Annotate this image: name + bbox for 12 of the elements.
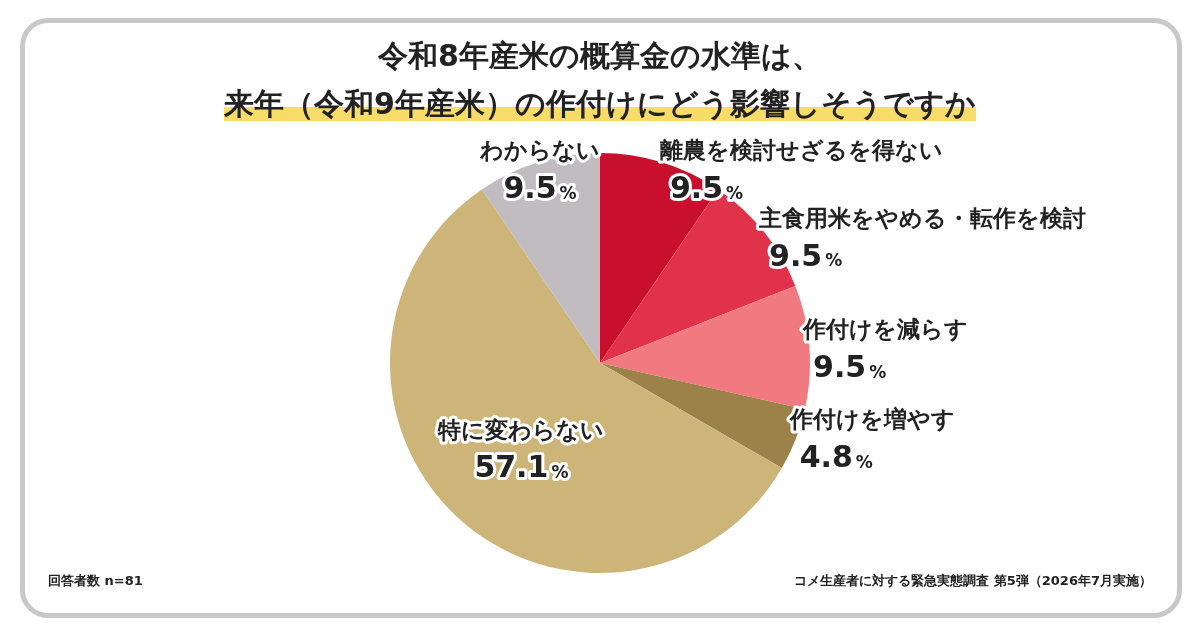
- text: 回答者数 n=81: [48, 572, 143, 590]
- data-label: 9.5%: [503, 170, 577, 206]
- data-label: 57.1%: [474, 449, 569, 485]
- slice-label: 特に変わらない: [437, 416, 605, 443]
- slice-label: わからない: [479, 137, 601, 164]
- chart-title: 令和8年産米の概算金の水準は、: [377, 37, 823, 75]
- slice-label: 離農を検討せざるを得ない: [658, 137, 943, 164]
- data-label: 4.8%: [799, 438, 873, 474]
- data-label: 9.5%: [813, 349, 887, 385]
- slice-label: 主食用米をやめる・転作を検討: [758, 204, 1087, 231]
- data-label: 9.5%: [669, 170, 744, 206]
- text: コメ生産者に対する緊急実態調査 第5弾（2026年7月実施）: [794, 572, 1152, 590]
